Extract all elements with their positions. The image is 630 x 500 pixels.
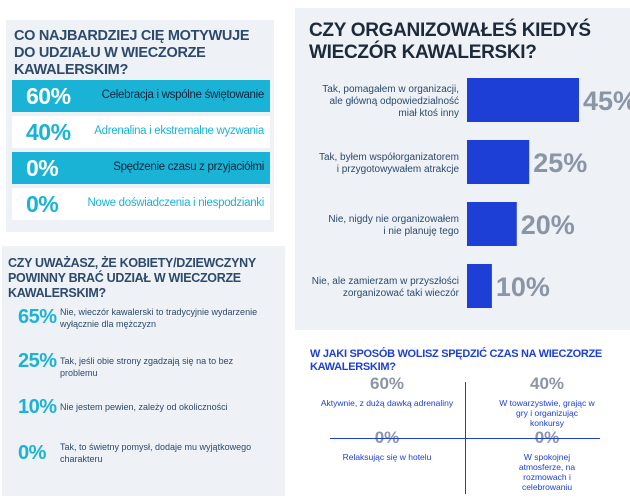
preference-value: 0%: [374, 428, 400, 447]
organization-category-label: ale główną odpowiedzialność: [329, 96, 459, 107]
organization-category-label: zorganizować taki wieczór: [343, 288, 460, 299]
preference-value: 0%: [534, 428, 560, 447]
organization-bar: [467, 78, 579, 122]
motivation-label: Adrenalina i ekstremalne wyzwania: [94, 125, 264, 137]
motivation-row: 0% Spędzenie czasu z przyjaciółmi: [12, 152, 270, 184]
women-value: 25%: [18, 350, 57, 372]
women-label: Tak, jeśli obie strony zgadzają się na t…: [60, 356, 234, 378]
organization-bar-chart: 45% Tak, pomagałem w organizacji,ale głów…: [312, 78, 630, 308]
women-value: 10%: [18, 396, 57, 418]
preference-label: Aktywnie, z dużą dawką adrenaliny: [320, 398, 454, 408]
women-title: CZY UWAŻASZ, ŻE KOBIETY/DZIEWCZYNY POWIN…: [8, 256, 256, 300]
preference-value: 60%: [369, 374, 405, 393]
motivation-panel: CO NAJBARDZIEJ CIĘ MOTYWUJE DO UDZIAŁU W…: [6, 20, 274, 232]
organization-value-label: 45%: [583, 86, 630, 116]
motivation-title: CO NAJBARDZIEJ CIĘ MOTYWUJE DO UDZIAŁU W…: [14, 28, 250, 78]
preference-title: W JAKI SPOSÓB WOLISZ SPĘDZIĆ CZAS NA WIE…: [310, 348, 602, 373]
organization-category-label: Tak, pomagałem w organizacji,: [322, 84, 459, 95]
grid-divider-horizontal: [330, 438, 600, 439]
preference-cell: 60% Aktywnie, z dużą dawką adrenaliny: [308, 374, 466, 408]
preference-panel: W JAKI SPOSÓB WOLISZ SPĘDZIĆ CZAS NA WIE…: [300, 340, 630, 500]
motivation-value: 0%: [26, 155, 59, 181]
organization-category-label: miał ktoś inny: [398, 108, 459, 119]
preference-cell: 40% W towarzystwie, grając w gry i organ…: [468, 374, 626, 428]
preference-cell: 0% Relaksując się w hotelu: [308, 428, 466, 462]
organization-value-label: 20%: [521, 210, 575, 240]
preference-label: W spokojnej atmosferze, na rozmowach i c…: [518, 452, 576, 492]
motivation-row: 60% Celebracja i wspólne świętowanie: [12, 80, 270, 112]
motivation-row: 40% Adrenalina i ekstremalne wyzwania: [12, 116, 270, 148]
preference-label: W towarzystwie, grając w gry i organizuj…: [499, 398, 595, 428]
women-label: Nie jestem pewien, zależy od okolicznośc…: [60, 402, 228, 412]
preference-value: 40%: [529, 374, 565, 393]
organization-value-label: 25%: [533, 148, 587, 178]
organization-bar: [467, 140, 530, 184]
organization-category-label: Nie, ale zamierzam w przyszłości: [312, 276, 459, 287]
women-panel: CZY UWAŻASZ, ŻE KOBIETY/DZIEWCZYNY POWIN…: [2, 246, 285, 496]
women-label: Nie, wieczór kawalerski to tradycyjnie w…: [60, 307, 258, 329]
motivation-row: 0% Nowe doświadczenia i niespodzianki: [12, 188, 270, 220]
organization-category-label: Tak, byłem współorganizatorem: [319, 152, 459, 163]
organization-category-label: i nie planuję tego: [383, 226, 459, 237]
organization-panel: CZY ORGANIZOWAŁEŚ KIEDYŚ WIECZÓR KAWALER…: [295, 8, 630, 330]
women-label: Tak, to świetny pomysł, dodaje mu wyjątk…: [60, 442, 252, 464]
motivation-label: Celebracja i wspólne świętowanie: [101, 89, 265, 101]
motivation-label: Nowe doświadczenia i niespodzianki: [87, 197, 265, 209]
women-value: 65%: [18, 306, 57, 328]
women-value: 0%: [18, 442, 46, 464]
preference-label: Relaksując się w hotelu: [342, 452, 432, 462]
organization-title: CZY ORGANIZOWAŁEŚ KIEDYŚ WIECZÓR KAWALER…: [309, 20, 591, 63]
preference-cell: 0% W spokojnej atmosferze, na rozmowach …: [468, 428, 626, 492]
organization-category-label: Nie, nigdy nie organizowałem: [328, 214, 459, 225]
motivation-value: 0%: [26, 191, 59, 217]
organization-bar: [467, 202, 517, 246]
motivation-value: 40%: [26, 119, 71, 145]
motivation-value: 60%: [26, 83, 71, 109]
organization-category-label: i przygotowywałem atrakcje: [337, 164, 460, 175]
motivation-label: Spędzenie czasu z przyjaciółmi: [113, 161, 264, 173]
organization-value-label: 10%: [496, 272, 550, 302]
organization-bar: [467, 264, 492, 308]
